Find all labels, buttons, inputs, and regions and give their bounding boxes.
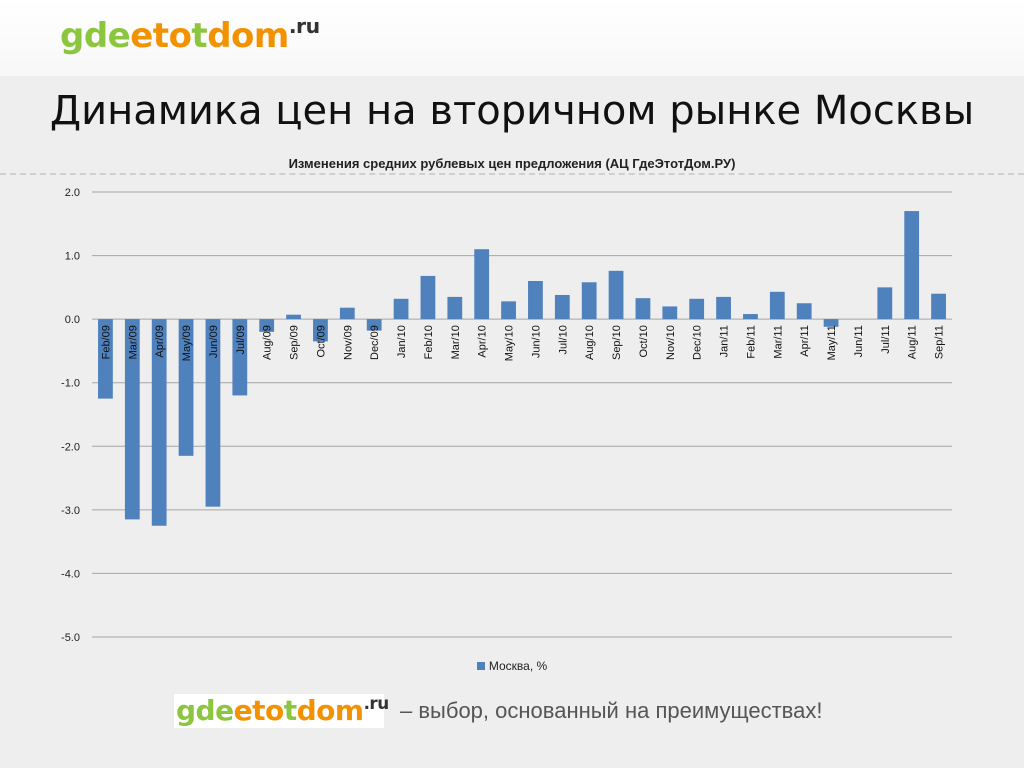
bar xyxy=(313,319,328,342)
x-tick-label: Feb/11 xyxy=(745,325,757,358)
x-tick-label: Jan/10 xyxy=(396,325,408,358)
x-tick-label: Jun/11 xyxy=(853,325,865,357)
y-tick-label: 2.0 xyxy=(65,187,80,199)
bar xyxy=(232,319,248,396)
x-tick-label: Jul/09 xyxy=(235,325,247,354)
x-tick-label: Jun/10 xyxy=(530,325,542,358)
x-tick-label: Aug/11 xyxy=(907,325,919,359)
x-tick-label: Feb/10 xyxy=(423,325,435,359)
x-tick-label: Sep/11 xyxy=(934,325,946,359)
x-tick-label: Apr/09 xyxy=(154,325,166,357)
x-tick-label: Jun/09 xyxy=(208,325,220,358)
bar xyxy=(393,298,409,320)
x-tick-label: Nov/10 xyxy=(665,325,677,360)
y-tick-label: -3.0 xyxy=(61,505,80,517)
x-tick-label: Aug/09 xyxy=(262,325,274,360)
bar xyxy=(823,319,839,327)
bar xyxy=(447,296,463,320)
x-tick-label: Jan/11 xyxy=(719,325,731,357)
bar xyxy=(662,306,678,320)
y-tick-label: -2.0 xyxy=(61,441,80,453)
x-tick-label: Aug/10 xyxy=(584,325,596,360)
x-tick-label: Sep/10 xyxy=(611,325,623,360)
bar xyxy=(581,282,597,320)
x-tick-label: Feb/09 xyxy=(100,325,112,359)
x-tick-label: Nov/09 xyxy=(342,325,354,360)
chart-legend: Москва, % xyxy=(0,659,1024,673)
bar xyxy=(635,298,651,320)
y-tick-label: 0.0 xyxy=(65,314,80,326)
y-tick-label: -5.0 xyxy=(61,632,80,644)
bar xyxy=(904,211,920,320)
footer-logo[interactable]: gdeetotdom.ru xyxy=(176,693,389,727)
x-tick-label: Jul/10 xyxy=(557,325,569,354)
bar xyxy=(339,307,355,320)
y-tick-label: -4.0 xyxy=(61,568,80,580)
x-tick-label: Dec/10 xyxy=(692,325,704,360)
bar xyxy=(608,270,624,320)
x-tick-label: Apr/11 xyxy=(799,325,811,357)
page-title: Динамика цен на вторичном рынке Москвы xyxy=(49,88,975,134)
bar xyxy=(689,298,705,320)
bar xyxy=(501,301,516,320)
x-tick-label: Dec/09 xyxy=(369,325,381,360)
x-tick-label: Jul/11 xyxy=(880,325,892,354)
x-tick-label: May/11 xyxy=(826,325,838,360)
bar xyxy=(716,296,731,320)
bar xyxy=(743,314,758,320)
x-tick-label: Oct/09 xyxy=(315,325,327,357)
legend-swatch xyxy=(476,662,485,670)
bar xyxy=(769,291,785,320)
bar xyxy=(796,303,812,320)
bar xyxy=(877,287,893,320)
header-band xyxy=(0,0,1024,76)
bar xyxy=(474,249,490,320)
x-tick-label: Mar/09 xyxy=(127,325,139,359)
x-tick-label: Oct/10 xyxy=(638,325,650,357)
slogan: – выбор, основанный на преимуществах! xyxy=(400,698,823,723)
chart-title: Изменения средних рублевых цен предложен… xyxy=(288,156,736,171)
x-tick-label: Apr/10 xyxy=(477,325,489,357)
x-tick-label: May/09 xyxy=(181,325,193,361)
footer-logo-background xyxy=(174,694,384,728)
y-tick-label: -1.0 xyxy=(61,378,80,390)
bar xyxy=(420,275,436,320)
x-tick-label: Mar/11 xyxy=(772,325,784,358)
bar xyxy=(151,319,167,526)
y-tick-label: 1.0 xyxy=(65,251,80,263)
x-tick-label: May/10 xyxy=(504,325,516,361)
bar xyxy=(124,319,140,520)
bar xyxy=(205,319,221,507)
x-tick-label: Mar/10 xyxy=(450,325,462,359)
bar xyxy=(286,314,301,320)
bar xyxy=(259,319,275,332)
bar xyxy=(528,281,543,320)
bar xyxy=(366,319,382,331)
site-logo[interactable]: gdeetotdom.ru xyxy=(60,14,320,56)
legend-label: Москва, % xyxy=(488,659,548,673)
bar xyxy=(178,319,194,456)
x-tick-label: Sep/09 xyxy=(289,325,301,360)
bar xyxy=(554,294,570,320)
bar xyxy=(931,293,946,320)
divider xyxy=(0,173,1024,175)
bar xyxy=(98,319,113,399)
